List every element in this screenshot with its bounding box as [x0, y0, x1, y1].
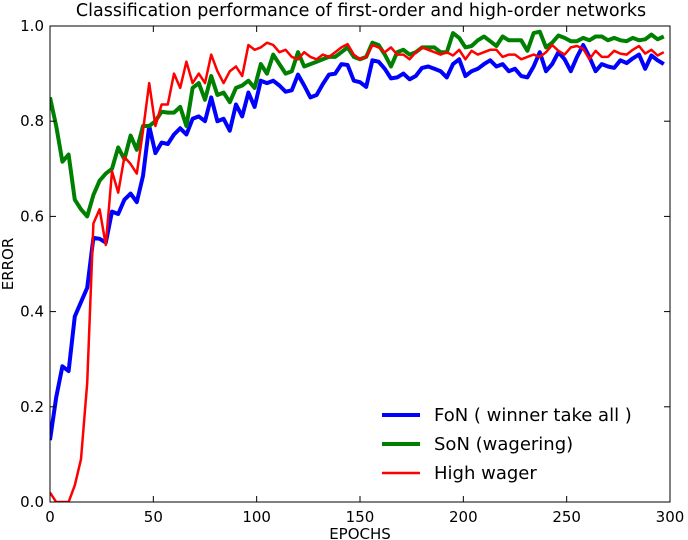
x-tick-label: 300	[656, 508, 685, 526]
x-tick-label: 0	[45, 508, 55, 526]
legend-label-3: High wager	[434, 463, 537, 484]
y-tick-label: 0.0	[20, 493, 44, 511]
y-axis: 0.0 0.2 0.4 0.6 0.8 1.0	[20, 17, 670, 511]
y-tick-label: 0.6	[20, 207, 44, 225]
series-line-1	[50, 43, 665, 441]
legend-label-2: SoN (wagering)	[434, 434, 573, 455]
y-tick-label: 0.8	[20, 112, 44, 130]
series-layer	[50, 29, 665, 502]
x-axis: 0 50 100 150 200 250 300	[45, 26, 684, 526]
legend-label-1: FoN ( winner take all )	[434, 405, 632, 426]
y-tick-label: 1.0	[20, 17, 44, 35]
legend: FoN ( winner take all ) SoN (wagering) Hig…	[382, 405, 632, 484]
y-tick-label: 0.2	[20, 398, 44, 416]
series-line-2	[50, 29, 665, 219]
y-tick-label: 0.4	[20, 303, 44, 321]
x-tick-label: 100	[242, 508, 271, 526]
x-tick-label: 200	[449, 508, 478, 526]
x-tick-label: 250	[552, 508, 581, 526]
x-tick-label: 150	[346, 508, 375, 526]
x-axis-label: EPOCHS	[329, 525, 391, 540]
plot-frame	[49, 25, 671, 503]
chart-title: Classification performance of first-orde…	[76, 1, 646, 21]
y-axis-label: ERROR	[0, 238, 17, 291]
x-tick-label: 50	[144, 508, 163, 526]
series-line-3	[50, 41, 665, 502]
